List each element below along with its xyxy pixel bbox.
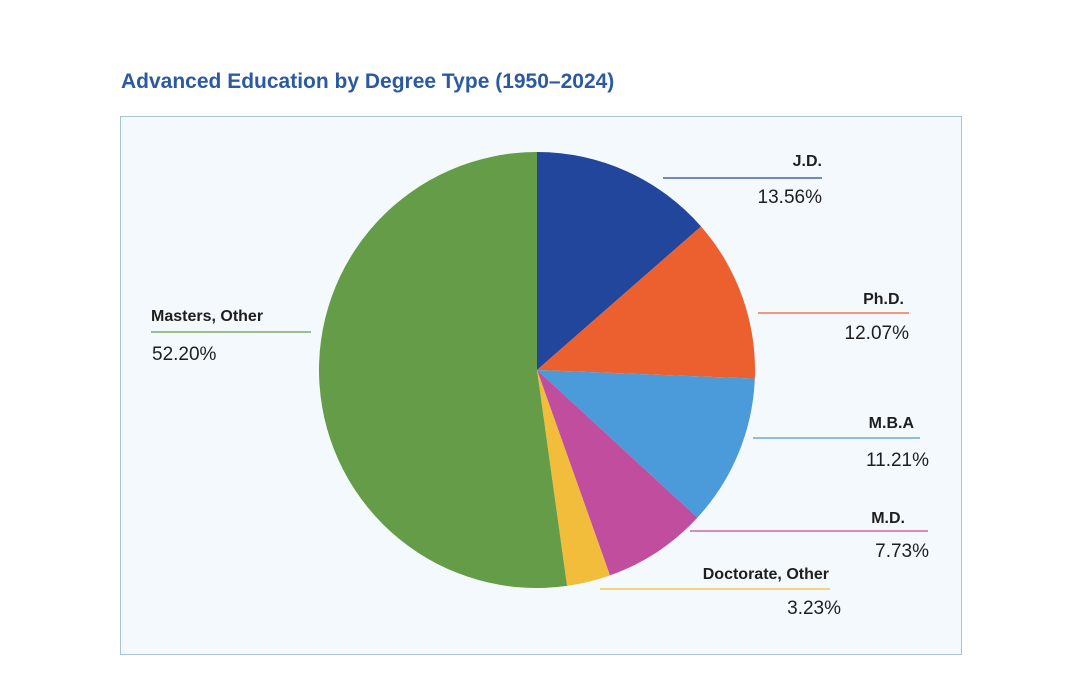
slice-value-doctorate-other: 3.23% xyxy=(787,598,841,619)
pie-slice-masters-other xyxy=(318,152,568,588)
slice-value-m-d: 7.73% xyxy=(875,541,929,562)
slice-value-j-d: 13.56% xyxy=(758,187,823,208)
slice-label-ph-d: Ph.D. xyxy=(863,291,904,308)
pie-slice-m-d xyxy=(537,370,698,576)
slice-label-j-d: J.D. xyxy=(793,153,822,170)
pie-slice-doctorate-other xyxy=(537,370,610,586)
chart-title: Advanced Education by Degree Type (1950–… xyxy=(121,70,615,93)
slice-value-m-b-a: 11.21% xyxy=(866,450,929,471)
slice-value-ph-d: 12.07% xyxy=(845,323,910,344)
slice-label-m-b-a: M.B.A xyxy=(869,415,915,432)
pie-slice-ph-d xyxy=(537,226,756,379)
pie-labels: J.D. 13.56% Ph.D. 12.07% M.B.A 11.21% M.D. 7.73… xyxy=(151,153,929,619)
pie-slices xyxy=(318,151,756,588)
pie-slice-m-b-a xyxy=(537,370,755,518)
pie-slice-j-d xyxy=(537,151,702,370)
slice-label-m-d: M.D. xyxy=(871,510,905,527)
slice-value-masters-other: 52.20% xyxy=(152,344,217,365)
slice-label-doctorate-other: Doctorate, Other xyxy=(703,566,829,583)
slice-label-masters-other: Masters, Other xyxy=(151,308,263,325)
